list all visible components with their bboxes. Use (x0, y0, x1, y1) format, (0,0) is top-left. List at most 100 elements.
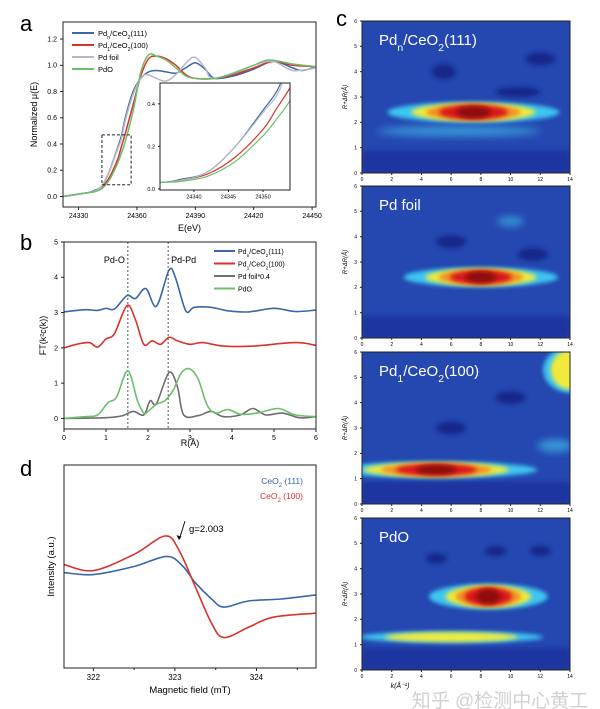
series-line-1 (160, 86, 290, 184)
y-tick-label: 1 (54, 381, 58, 388)
label-part: Pd foil*0.4 (238, 274, 270, 281)
reference-label: Pd-O (104, 255, 125, 265)
heatmap-feature (456, 106, 491, 119)
x-tick-label: 12 (538, 342, 544, 348)
y-tick-label: 1 (354, 642, 357, 648)
x-tick-label: 10 (508, 508, 514, 514)
heatmap-low-band (362, 151, 570, 173)
series-line-0 (64, 267, 316, 314)
annotation-label: g=2.003 (189, 524, 224, 535)
heatmap-feature (416, 464, 457, 475)
y-tick-label: 2 (354, 285, 357, 291)
series-line-1 (64, 304, 316, 349)
heatmap-feature (436, 235, 466, 249)
y-tick-label: 5 (354, 209, 357, 215)
label-part: CeO (261, 476, 279, 486)
panel-label-a: a (20, 11, 33, 36)
y-tick-label: 0.2 (47, 168, 57, 175)
watermark: 知乎 @检测中心黄工 (412, 690, 589, 709)
label-part: Pd foil (98, 53, 119, 62)
series-line-3 (160, 99, 290, 184)
panel-label-c: c (336, 6, 347, 31)
y-tick-label: 4 (354, 400, 357, 406)
y-tick-label: 5 (54, 239, 58, 246)
heatmap-feature (425, 553, 447, 564)
heatmap-background (362, 186, 570, 338)
y-tick-label: 6 (354, 184, 357, 190)
heatmap-feature (384, 632, 518, 642)
label-part: Pd (98, 41, 107, 50)
y-tick-label: 2 (354, 120, 357, 126)
label-part: (111) (268, 249, 283, 256)
y-tick-label: 3 (54, 310, 58, 317)
x-tick-label: 24340 (186, 195, 201, 201)
y-tick-label: 6 (354, 516, 357, 522)
y-tick-label: 0.6 (47, 115, 57, 122)
subscript: 2 (438, 42, 444, 54)
heatmap-low-band (362, 482, 570, 504)
legend-label: Pd1/CeO2(100) (98, 41, 149, 53)
label-part: Pd (379, 363, 397, 380)
x-tick-label: 24345 (221, 195, 236, 201)
x-tick-label: 12 (538, 508, 544, 514)
label-part: CeO (260, 491, 278, 501)
series-line-1 (64, 535, 316, 639)
x-tick-label: 2 (390, 342, 393, 348)
y-tick-label: 6 (354, 19, 357, 25)
legend-label: Pdn/CeO2(111) (238, 249, 284, 259)
x-tick-label: 1 (104, 435, 108, 442)
series-line-3 (63, 53, 316, 198)
x-axis-title: k(Å⁻¹) (391, 681, 410, 690)
x-tick-label: 10 (508, 342, 514, 348)
heatmap-feature (436, 421, 466, 435)
y-tick-label: 2 (354, 617, 357, 623)
heatmap-feature (376, 126, 541, 137)
x-tick-label: 4 (230, 435, 234, 442)
annotation-arrow (179, 520, 186, 538)
y-tick-label: 0.4 (147, 102, 155, 108)
panel-a-xanes: 24330 24360 24390 24420 24450 0.0 0.2 0.4 0.6 0.8… (29, 21, 322, 233)
x-tick-label: 6 (314, 435, 318, 442)
x-tick-label: 24420 (244, 213, 264, 220)
label-part: (111) (444, 32, 477, 49)
subscript: n (397, 42, 403, 54)
subscript: 1 (397, 373, 403, 385)
y-tick-label: 2 (354, 451, 357, 457)
x-tick-label: 14 (567, 508, 573, 514)
label-part: (100) (268, 262, 284, 269)
x-tick-label: 2 (390, 508, 393, 514)
x-axis-title: Magnetic field (mT) (149, 685, 230, 696)
x-tick-label: 24350 (255, 195, 270, 201)
heatmap-feature (537, 439, 570, 453)
label-part: PdO (98, 65, 113, 74)
x-tick-label: 2 (390, 674, 393, 680)
x-tick-label: 8 (479, 508, 482, 514)
x-tick-label: 12 (538, 177, 544, 183)
x-tick-label: 0 (361, 674, 364, 680)
y-tick-label: 4 (354, 566, 357, 572)
legend-label: Pd foil (98, 53, 119, 62)
series-line-2 (64, 371, 316, 420)
legend-label: PdO (98, 65, 113, 74)
map-title: PdO (379, 529, 409, 546)
label-part: PdO (238, 287, 253, 294)
y-tick-label: 1 (354, 145, 357, 151)
y-tick-label: 4 (354, 234, 357, 240)
x-tick-label: 14 (567, 342, 573, 348)
x-tick-label: 6 (450, 508, 453, 514)
heatmap-feature (550, 352, 570, 390)
y-tick-label: 0.4 (47, 141, 57, 148)
y-tick-label: 1 (354, 476, 357, 482)
y-tick-label: 3 (354, 592, 357, 598)
subscript: 2 (128, 35, 131, 41)
series-line-0 (64, 555, 316, 608)
x-tick-label: 5 (272, 435, 276, 442)
x-tick-label: 0 (62, 435, 66, 442)
y-axis-title: FT(k²c(k)) (38, 316, 48, 355)
x-tick-label: 322 (87, 673, 101, 682)
y-tick-label: 0 (354, 668, 357, 674)
label-part: PdO (379, 529, 409, 546)
x-tick-label: 6 (450, 674, 453, 680)
